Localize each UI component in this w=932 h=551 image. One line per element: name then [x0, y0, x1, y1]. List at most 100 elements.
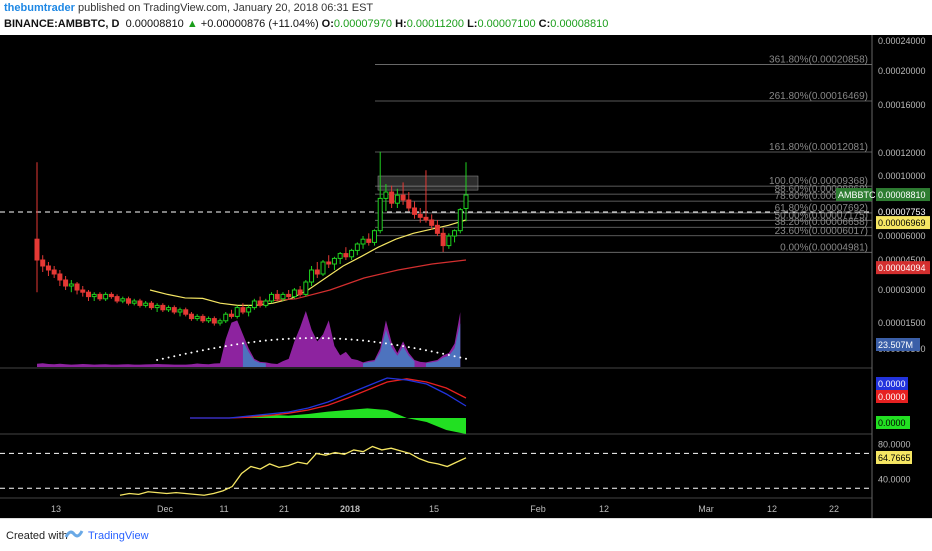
volume-ma-dot [161, 357, 164, 360]
candle-body [257, 300, 263, 306]
candle-body [228, 313, 234, 317]
last-price-tag-bg [876, 188, 930, 202]
low-value: 0.00007100 [477, 18, 536, 30]
last-price: 0.00008810 [125, 18, 184, 30]
candle-body [166, 307, 172, 311]
candle-body [354, 243, 360, 251]
candle-body [360, 238, 366, 245]
candle-body [434, 224, 440, 234]
candle-body [291, 289, 297, 298]
fib-level-label: 23.60%(0.00006017) [775, 226, 868, 237]
candle-body [194, 315, 200, 320]
candle-body [131, 300, 137, 304]
price-axis-tick: 0.00001500 [878, 318, 926, 328]
volume-area-overlay [242, 340, 266, 367]
price-tag-bg [876, 204, 930, 218]
candle-body [217, 320, 223, 324]
candle-body [80, 289, 86, 293]
fib-level-label: 38.20%(0.00006658) [775, 217, 868, 228]
hist-tag-bg [876, 416, 910, 429]
macd-tag: 0.0000 [878, 379, 906, 389]
rsi-tag-bg [876, 450, 912, 464]
volume-ma-dot [419, 348, 422, 351]
candle-body [143, 302, 149, 306]
volume-ma-dot [224, 345, 227, 348]
candle-body [349, 249, 355, 258]
volume-ma-dot [396, 344, 399, 347]
candle-body [63, 279, 69, 287]
candle-body [45, 265, 51, 271]
symbol-label: BINANCE:AMBBTC, D [4, 18, 120, 30]
candle-body [320, 261, 326, 275]
volume-ma-dot [156, 359, 159, 361]
price-axis-tick: 0.00024000 [878, 36, 926, 46]
volume-tag: 23.507M [878, 340, 913, 350]
candle-body [34, 238, 40, 261]
candle-body [126, 298, 132, 304]
candle-body [331, 257, 337, 265]
volume-ma-dot [287, 337, 290, 340]
candle-body [206, 318, 212, 322]
time-axis-tick: 2018 [340, 504, 360, 514]
candle-body [309, 269, 315, 283]
candle-body [326, 261, 332, 265]
candle-body [188, 313, 194, 320]
price-axis-tick: 0.00004500 [878, 255, 926, 265]
high-value: 0.00011200 [406, 18, 465, 30]
candle-body [314, 269, 320, 275]
candle-body [171, 307, 177, 313]
chart-canvas[interactable]: 361.80%(0.00020858) 261.80%(0.00016469) 16… [0, 35, 932, 518]
ma-fast-tag: 0.00006969 [878, 218, 926, 228]
volume-ma-dot [447, 354, 450, 357]
candle-body [371, 230, 377, 243]
volume-ma-dot [213, 347, 216, 350]
candle-body [240, 307, 246, 313]
price-axis-tick: 0.00003000 [878, 285, 926, 295]
last-price-tag: 0.00008810 [878, 190, 926, 200]
signal-tag-bg [876, 390, 908, 403]
candle-body [280, 293, 286, 300]
volume-ma-dot [201, 349, 204, 352]
candle-body [114, 296, 120, 302]
ma-fast-tag-bg [876, 216, 930, 230]
candle-body [120, 298, 126, 302]
candle-body [423, 216, 429, 221]
volume-ma-dot [424, 349, 427, 352]
volume-ma-dot [207, 348, 210, 351]
candle-body [337, 253, 343, 259]
candle-body [108, 293, 114, 298]
tradingview-logo-icon [64, 530, 84, 538]
volume-ma-dot [367, 340, 370, 343]
candle-body [85, 291, 91, 298]
time-axis-tick: Dec [157, 504, 174, 514]
volume-ma-dot [167, 356, 170, 359]
ohlc-line: BINANCE:AMBBTC, D 0.00008810 ▲ +0.000008… [4, 18, 608, 30]
author-name[interactable]: thebumtrader [4, 2, 75, 14]
fib-level-label: 100.00%(0.00009368) [769, 176, 868, 187]
change-arrow-icon: ▲ [186, 18, 198, 30]
rsi-axis-tick: 40.0000 [878, 475, 911, 485]
candle-body [97, 293, 103, 300]
volume-ma-dot [264, 339, 267, 342]
candle-body [440, 232, 446, 247]
published-text: published on TradingView.com, January 20… [77, 2, 374, 14]
candle-body [263, 300, 269, 306]
fib-level-label: 78.60%(0.00008430) [775, 191, 868, 202]
volume-ma-dot [402, 345, 405, 348]
candle-body [366, 238, 372, 243]
candle-body [211, 318, 217, 324]
time-axis-tick: Feb [530, 504, 546, 514]
candle-body [223, 313, 229, 322]
symbol-tag-bg [836, 188, 872, 202]
candle-body [452, 230, 458, 237]
candle-body [429, 219, 435, 226]
fib-level-label: 0.00%(0.00004981) [780, 242, 868, 253]
volume-ma-dot [379, 341, 382, 344]
signal-tag: 0.0000 [878, 392, 906, 402]
volume-ma-dot [344, 338, 347, 341]
tradingview-brand-link[interactable]: TradingView [88, 530, 149, 542]
volume-ma-dot [184, 352, 187, 355]
candle-body [446, 235, 452, 247]
volume-ma-dot [173, 355, 176, 358]
macd-histogram [190, 408, 466, 434]
